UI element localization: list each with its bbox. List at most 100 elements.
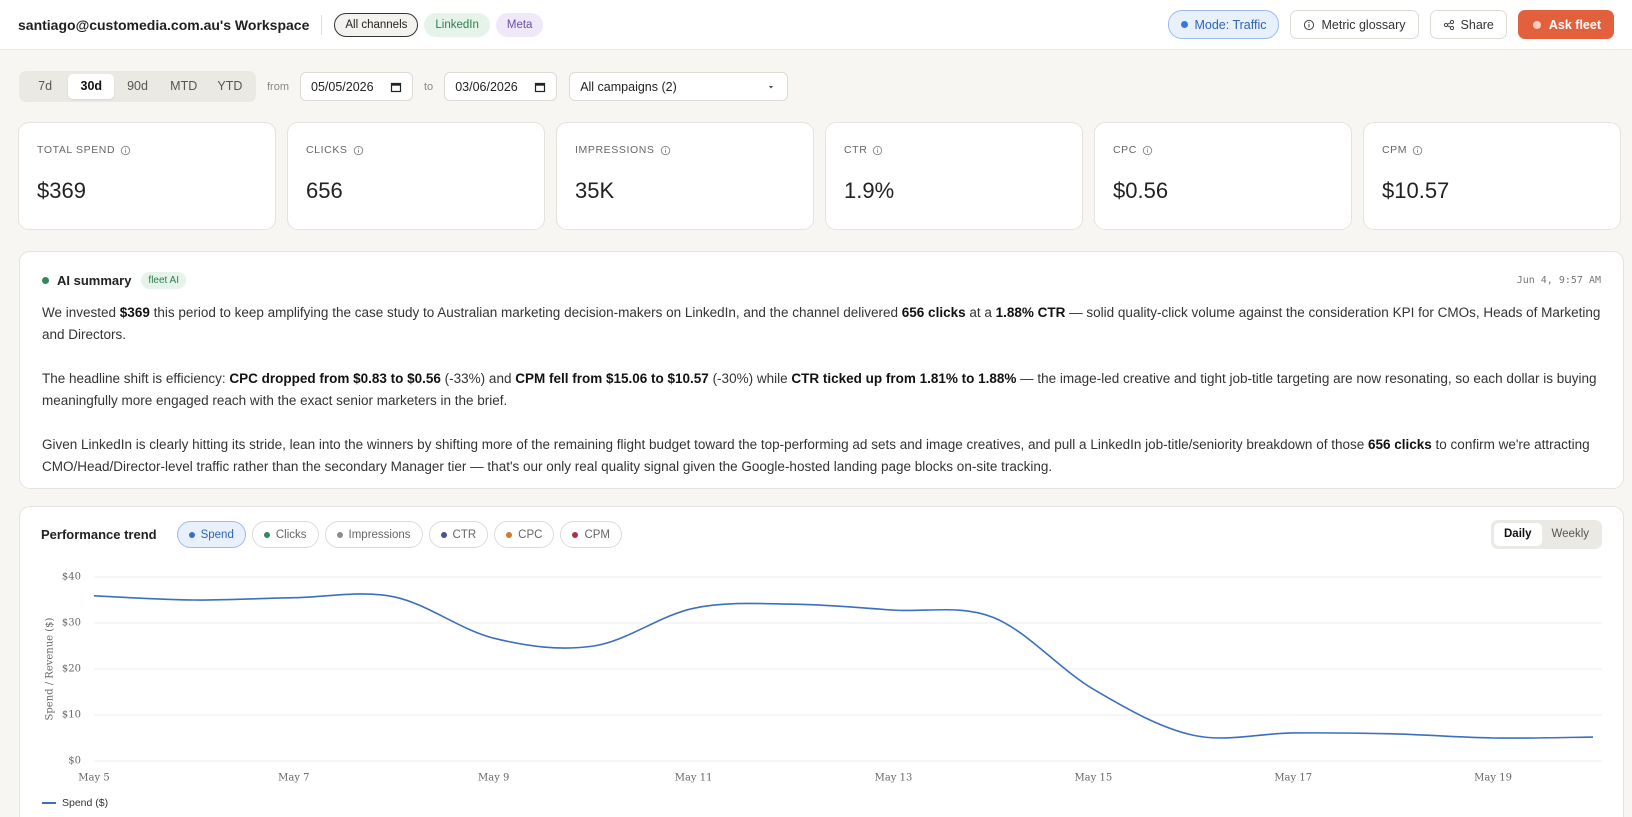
- to-label: to: [424, 80, 434, 93]
- text-run: CPM fell from $15.06 to $10.57: [515, 371, 709, 386]
- summary-badge: fleet AI: [141, 271, 186, 289]
- summary-paragraph: Given LinkedIn is clearly hitting its st…: [42, 434, 1601, 478]
- text-run: 1.88% CTR: [995, 305, 1066, 320]
- kpi-value: $10.57: [1382, 178, 1450, 203]
- workspace-name: santiago@customedia.com.au's Workspace: [18, 16, 310, 33]
- metric-dot: [188, 531, 195, 538]
- text-run: to confirm we're attracting CMO/Head/Dir…: [42, 437, 1590, 474]
- kpi-card: CPC $0.56: [1094, 122, 1352, 230]
- summary-header: AI summary fleet AI Jun 4, 9:57 AM: [42, 270, 1601, 290]
- mode-label: Mode: Traffic: [1194, 17, 1267, 32]
- x-tick-label: May 9: [478, 773, 509, 784]
- kpi-label-row: IMPRESSIONS: [575, 144, 795, 156]
- range-option[interactable]: 90d: [127, 79, 148, 93]
- channel-chip[interactable]: LinkedIn: [424, 12, 490, 37]
- kpi-row: TOTAL SPEND $369 CLICKS 656 IMPRESSIONS 35K CT…: [18, 122, 1621, 230]
- text-run: (-30%) while: [708, 371, 792, 386]
- kpi-value: $0.56: [1113, 178, 1169, 203]
- metric-label: Impressions: [348, 528, 411, 541]
- metric-label: CPC: [518, 528, 543, 541]
- kpi-label: CPM: [1382, 144, 1408, 156]
- channel-filters: All channels LinkedIn Meta: [334, 12, 549, 37]
- mode-dot: [1181, 21, 1189, 28]
- button-icon: [1532, 20, 1541, 29]
- x-tick-label: May 17: [1274, 773, 1312, 784]
- x-tick-label: May 11: [675, 773, 713, 784]
- from-label: from: [267, 80, 289, 93]
- header-button[interactable]: Ask fleet: [1517, 10, 1614, 39]
- legend-label: Spend ($): [62, 797, 108, 809]
- kpi-label: CLICKS: [306, 144, 348, 156]
- text-run: 656 clicks: [1367, 437, 1432, 452]
- metric-tab[interactable]: CPC: [494, 521, 555, 548]
- summary-paragraph: The headline shift is efficiency: CPC dr…: [42, 368, 1601, 412]
- kpi-label-row: CPM: [1382, 144, 1602, 156]
- summary-timestamp: Jun 4, 9:57 AM: [1516, 274, 1601, 286]
- metric-tab[interactable]: Spend: [176, 521, 246, 548]
- kpi-label-row: CTR: [844, 144, 1064, 156]
- kpi-label: CTR: [844, 144, 868, 156]
- to-date-input[interactable]: 03/06/2026: [444, 72, 558, 101]
- view-option[interactable]: Weekly: [1551, 528, 1590, 540]
- date-text: 05/05/2026: [311, 79, 374, 94]
- button-label: Metric glossary: [1321, 17, 1406, 32]
- y-tick-label: $30: [62, 618, 81, 629]
- metric-tab[interactable]: CTR: [428, 521, 489, 548]
- kpi-value: 656: [306, 178, 343, 203]
- kpi-card: CPM $10.57: [1363, 122, 1621, 230]
- text-run: CPC dropped from $0.83 to $0.56: [229, 371, 441, 386]
- button-label: Share: [1460, 17, 1494, 32]
- metric-dot: [440, 531, 447, 538]
- chart: $0 $10 $20 $30 $40 Spend / Revenue ($) May 5 Ma…: [42, 572, 1602, 809]
- status-dot: [42, 276, 49, 284]
- x-tick-label: May 13: [875, 773, 913, 784]
- from-date-input[interactable]: 05/05/2026: [300, 72, 413, 101]
- info-icon: [121, 145, 131, 155]
- mode-button[interactable]: Mode: Traffic: [1168, 10, 1280, 39]
- y-tick-label: $40: [62, 572, 81, 583]
- kpi-label-row: TOTAL SPEND: [37, 144, 257, 156]
- metric-tab[interactable]: Impressions: [324, 521, 423, 548]
- kpi-label: TOTAL SPEND: [37, 144, 116, 156]
- text-run: — the image-led creative and tight job-t…: [42, 371, 1597, 408]
- view-option[interactable]: Daily: [1494, 523, 1542, 546]
- dropdown-caret: [769, 85, 774, 88]
- button-label: Ask fleet: [1548, 17, 1601, 32]
- kpi-card: IMPRESSIONS 35K: [556, 122, 814, 230]
- metric-label: CPM: [584, 528, 611, 541]
- header-button[interactable]: Metric glossary: [1290, 10, 1419, 39]
- text-run: — solid quality-click volume against the…: [42, 305, 1601, 342]
- info-icon: [1412, 145, 1423, 155]
- kpi-value: 1.9%: [844, 178, 895, 203]
- metric-dot: [572, 531, 579, 538]
- ai-summary-card: AI summary fleet AI Jun 4, 9:57 AM We inves…: [19, 251, 1624, 489]
- channel-chip[interactable]: All channels: [334, 12, 419, 37]
- text-run: this period to keep amplifying the case …: [149, 305, 902, 320]
- text-run: The headline shift is efficiency:: [42, 371, 230, 386]
- text-run: Given LinkedIn is clearly hitting its st…: [42, 437, 1368, 452]
- separator: [321, 14, 323, 35]
- trend-card: $0 $10 $20 $30 $40 Spend / Revenue ($) May 5 Ma…: [19, 506, 1624, 817]
- metric-label: Clicks: [275, 528, 307, 541]
- metric-label: Spend: [200, 528, 234, 541]
- y-tick-label: $0: [68, 756, 81, 767]
- range-option[interactable]: MTD: [170, 79, 198, 93]
- text-run: $369: [119, 305, 150, 320]
- view-toggle: Daily Weekly: [1491, 520, 1602, 549]
- range-option[interactable]: YTD: [217, 79, 243, 93]
- channel-chip[interactable]: Meta: [495, 12, 544, 37]
- header-button[interactable]: Share: [1429, 10, 1507, 39]
- range-option[interactable]: 30d: [68, 74, 115, 99]
- campaign-select[interactable]: All campaigns (2): [569, 72, 789, 101]
- info-icon: [353, 145, 363, 155]
- calendar-icon: [535, 82, 546, 92]
- kpi-card: CTR 1.9%: [825, 122, 1083, 230]
- y-tick-label: $20: [62, 664, 81, 675]
- text-run: CTR ticked up from 1.81% to 1.88%: [791, 371, 1017, 386]
- metric-tab[interactable]: CPM: [560, 521, 623, 548]
- x-tick-label: May 19: [1474, 773, 1512, 784]
- range-option[interactable]: 7d: [38, 79, 53, 93]
- metric-tab[interactable]: Clicks: [251, 521, 319, 548]
